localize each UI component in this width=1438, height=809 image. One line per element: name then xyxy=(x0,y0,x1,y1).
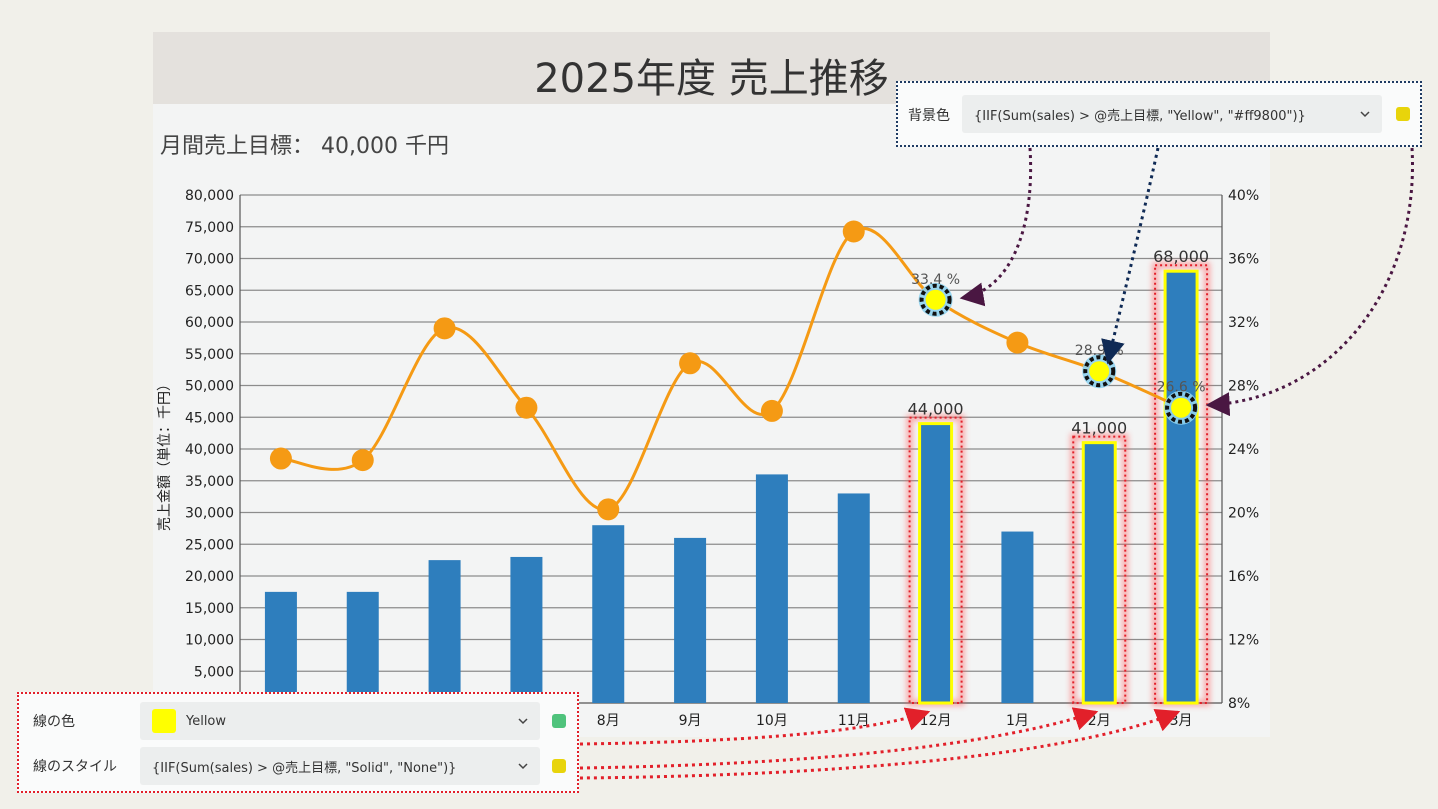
point-highlight-ring xyxy=(919,283,952,316)
bar-data-label: 44,000 xyxy=(908,400,964,419)
line-color-label: 線の色 xyxy=(33,714,75,730)
y-right-tick-label: 36% xyxy=(1228,252,1259,268)
line-point xyxy=(1171,397,1192,418)
y-right-tick-label: 12% xyxy=(1228,633,1259,649)
bar xyxy=(510,556,543,703)
line-point xyxy=(597,498,620,521)
bar-data-label: 41,000 xyxy=(1071,419,1127,438)
y-left-tick-label: 35,000 xyxy=(185,474,234,490)
bar-highlight-frame xyxy=(1072,435,1127,704)
x-tick-label: 9月 xyxy=(679,713,702,729)
bar xyxy=(1081,441,1117,705)
point-highlight-ring xyxy=(1165,391,1198,424)
bar-data-label: 68,000 xyxy=(1153,247,1209,266)
line-point xyxy=(269,447,292,470)
bar xyxy=(918,422,954,705)
y-left-tick-label: 25,000 xyxy=(185,537,234,553)
y-right-tick-label: 20% xyxy=(1228,506,1259,522)
line-color-select[interactable]: Yellow xyxy=(140,702,540,740)
bar xyxy=(428,560,461,703)
x-tick-label: 3月 xyxy=(1170,713,1193,729)
y-right-tick-label: 16% xyxy=(1228,569,1259,585)
chart-subtitle: 月間売上目標： 40,000 千円 xyxy=(160,134,449,159)
bar xyxy=(837,493,870,703)
y-left-tick-label: 55,000 xyxy=(185,347,234,363)
background-color-value: {IIF(Sum(sales) > @売上目標, "Yellow", "#ff9… xyxy=(974,108,1306,124)
y-right-tick-label: 8% xyxy=(1228,696,1250,712)
y-right-tick-label: 40% xyxy=(1228,188,1259,204)
background-color-panel: 背景色 {IIF(Sum(sales) > @売上目標, "Yellow", "… xyxy=(896,81,1422,147)
line-data-label: 33.4 % xyxy=(911,272,960,288)
chevron-down-icon xyxy=(1360,111,1370,118)
line-point xyxy=(679,352,702,375)
line-data-label: 26.6 % xyxy=(1157,380,1206,396)
bar xyxy=(1163,269,1199,705)
chart-area: 2025年度 売上推移 月間売上目標： 40,000 千円 xyxy=(153,32,1270,737)
bar xyxy=(346,591,379,703)
y-right-tick-label: 28% xyxy=(1228,379,1259,395)
bar xyxy=(755,474,788,703)
bar xyxy=(592,525,625,703)
background-color-label: 背景色 xyxy=(908,108,950,124)
chevron-down-icon xyxy=(518,763,528,770)
bar xyxy=(674,537,707,703)
line-color-swatch[interactable] xyxy=(552,714,566,728)
y-left-tick-label: 10,000 xyxy=(185,633,234,649)
y-left-tick-label: 5,000 xyxy=(194,664,234,680)
line-style-swatch[interactable] xyxy=(552,759,566,773)
line-point xyxy=(842,220,865,243)
line-point xyxy=(1006,331,1029,354)
bar xyxy=(1001,531,1034,703)
y-left-tick-label: 40,000 xyxy=(185,442,234,458)
bar xyxy=(264,591,297,703)
y-left-tick-label: 65,000 xyxy=(185,283,234,299)
y-right-tick-label: 24% xyxy=(1228,442,1259,458)
line-data-label: 28.9 % xyxy=(1075,343,1124,359)
line-color-value: Yellow xyxy=(186,713,227,729)
arrow-bg-to-point-2 xyxy=(1101,147,1160,365)
y-left-tick-label: 50,000 xyxy=(185,379,234,395)
chevron-down-icon xyxy=(518,718,528,725)
x-tick-label: 12月 xyxy=(920,713,952,729)
line-point xyxy=(925,289,946,310)
y-left-tick-label: 20,000 xyxy=(185,569,234,585)
background-color-select[interactable]: {IIF(Sum(sales) > @売上目標, "Yellow", "#ff9… xyxy=(962,95,1382,133)
background-color-swatch[interactable] xyxy=(1396,107,1410,121)
arrow-line-to-bar-12 xyxy=(579,707,931,746)
line-style-label: 線のスタイル xyxy=(33,759,117,775)
line-style-value: {IIF(Sum(sales) > @売上目標, "Solid", "None"… xyxy=(152,760,457,776)
chart-title: 2025年度 売上推移 xyxy=(534,56,889,102)
line-point xyxy=(515,396,538,419)
x-tick-label: 8月 xyxy=(597,713,620,729)
y-left-axis-title: 売上金額（単位：千円） xyxy=(157,377,173,531)
x-tick-label: 10月 xyxy=(756,713,788,729)
line-point xyxy=(1089,361,1110,382)
bar-highlight-frame xyxy=(908,416,963,704)
arrow-line-to-bar-2 xyxy=(579,707,1099,770)
point-highlight-ring xyxy=(1083,355,1116,388)
y-left-tick-label: 45,000 xyxy=(185,410,234,426)
y-right-tick-label: 32% xyxy=(1228,315,1259,331)
y-left-tick-label: 15,000 xyxy=(185,601,234,617)
x-tick-label: 11月 xyxy=(838,713,870,729)
x-tick-label: 2月 xyxy=(1088,713,1111,729)
y-left-tick-label: 30,000 xyxy=(185,506,234,522)
line-color-chip xyxy=(152,709,176,733)
line-settings-panel: 線の色 Yellow 線のスタイル {IIF(Sum(sales) > @売上目… xyxy=(17,692,579,793)
y-left-tick-label: 60,000 xyxy=(185,315,234,331)
line-style-select[interactable]: {IIF(Sum(sales) > @売上目標, "Solid", "None"… xyxy=(140,747,540,785)
arrow-bg-to-point-12 xyxy=(959,147,1033,307)
arrow-line-to-bar-3 xyxy=(579,709,1181,780)
y-left-tick-label: 70,000 xyxy=(185,252,234,268)
arrow-bg-to-point-3 xyxy=(1205,147,1414,417)
y-left-tick-label: 75,000 xyxy=(185,220,234,236)
line-point xyxy=(760,399,783,422)
ratio-line xyxy=(280,227,1182,512)
y-left-tick-label: 80,000 xyxy=(185,188,234,204)
x-tick-label: 1月 xyxy=(1006,713,1029,729)
line-point xyxy=(351,449,374,472)
line-point xyxy=(433,317,456,340)
